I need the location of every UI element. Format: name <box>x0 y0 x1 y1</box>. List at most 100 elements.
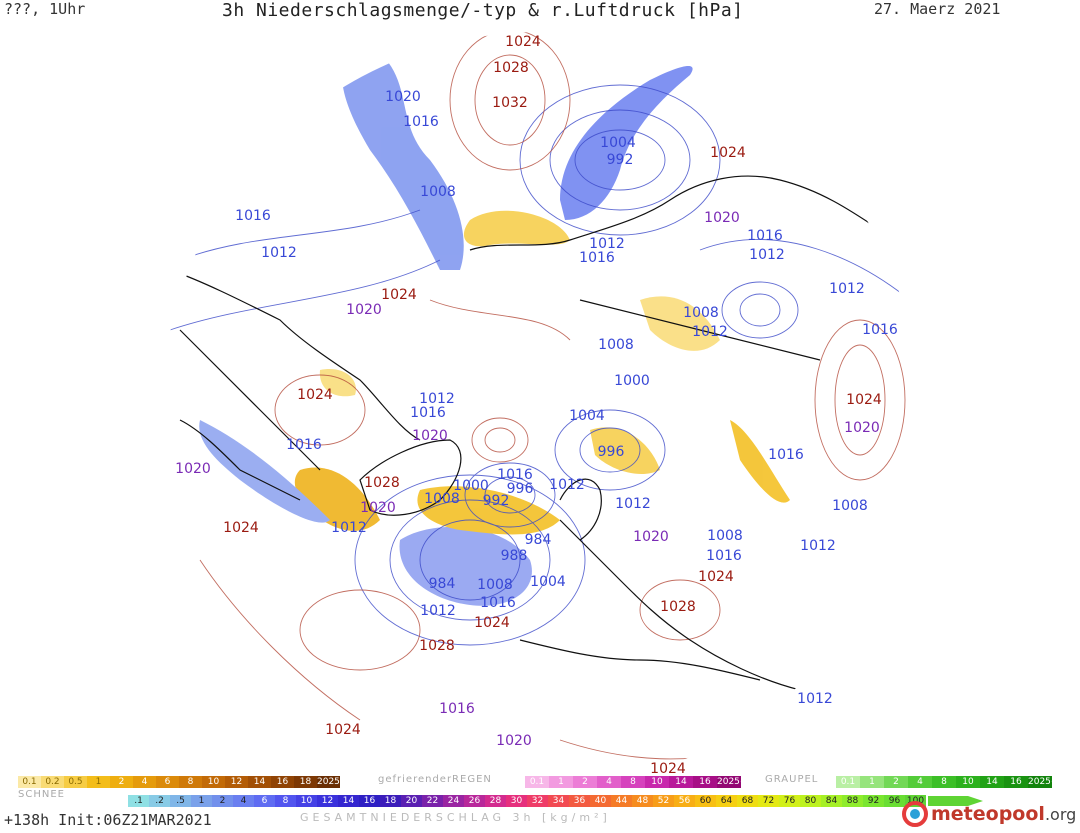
legend-swatch: 0.1 <box>836 776 860 788</box>
pressure-label-high: 1024 <box>505 34 541 50</box>
pressure-label-low: 1008 <box>420 184 456 200</box>
legend-swatch: 84 <box>821 795 842 807</box>
pressure-label-low: 1012 <box>420 603 456 619</box>
legend-swatch: 18 <box>380 795 401 807</box>
pressure-label-low: 1012 <box>419 391 455 407</box>
legend-swatch: 2025+ <box>717 776 741 788</box>
legend-swatch: 1 <box>549 776 573 788</box>
pressure-label-high: 1024 <box>698 569 734 585</box>
pressure-label-high: 1024 <box>474 615 510 631</box>
logo-main: meteopool <box>931 803 1045 825</box>
pressure-label-low: 1012 <box>797 691 833 707</box>
legend-swatch: 80 <box>800 795 821 807</box>
legend-swatch: .1 <box>128 795 149 807</box>
pressure-label-low: 1008 <box>424 491 460 507</box>
meteopool-logo[interactable]: meteopool.org <box>902 801 1076 827</box>
legend-swatch: .2 <box>149 795 170 807</box>
pressure-label-high: 1024 <box>223 520 259 536</box>
valid-date: 27. Maerz 2021 <box>874 0 1001 18</box>
total-precip-legend: .1.2.5 1 2 4 6 8 10 12 14 16 18 20 22 24 26 28 30 32 34 36 4… <box>128 795 926 807</box>
pressure-label-low: 988 <box>501 548 528 564</box>
legend-swatch: 12 <box>225 776 248 788</box>
pressure-label-mid: 1020 <box>360 500 396 516</box>
precip-pacific-band <box>341 40 464 270</box>
legend-swatch: 28 <box>485 795 506 807</box>
pressure-label-high: 1024 <box>710 145 746 161</box>
legend-swatch: 4 <box>233 795 254 807</box>
coast-alaska <box>179 419 301 501</box>
pressure-label-low: 1012 <box>331 520 367 536</box>
legend-swatch: 0.2 <box>41 776 64 788</box>
legend-swatch: 1 <box>87 776 110 788</box>
pressure-label-low: 996 <box>598 444 625 460</box>
legend-swatch: 68 <box>737 795 758 807</box>
pressure-label-low: 1012 <box>800 538 836 554</box>
pressure-label-low: 1016 <box>410 405 446 421</box>
legend-swatch: 48 <box>632 795 653 807</box>
meteopool-logo-icon <box>902 801 928 827</box>
freezing-rain-legend-title: gefrierenderREGEN <box>378 774 492 785</box>
precip-layer <box>199 40 790 606</box>
legend-swatch: 10 <box>296 795 317 807</box>
legend-swatch: 20 <box>401 795 422 807</box>
pressure-label-low: 1016 <box>403 114 439 130</box>
precip-europe-yellow <box>590 427 660 475</box>
pressure-label-high: 1028 <box>493 60 529 76</box>
pressure-label-high: 1028 <box>419 638 455 654</box>
meteopool-logo-text: meteopool.org <box>931 803 1076 825</box>
pressure-label-low: 984 <box>429 576 456 592</box>
legend-swatch: 32 <box>527 795 548 807</box>
legend-swatch: 10 <box>956 776 980 788</box>
legend-swatch: 4 <box>133 776 156 788</box>
legend-swatch: 76 <box>779 795 800 807</box>
legend-swatch: 4 <box>908 776 932 788</box>
pressure-label-high: 1028 <box>660 599 696 615</box>
legend-swatch: 2025+ <box>317 776 340 788</box>
pressure-label-low: 1012 <box>692 324 728 340</box>
pressure-label-low: 1016 <box>579 250 615 266</box>
legend-swatch: 60 <box>695 795 716 807</box>
legend-swatch: 8 <box>932 776 956 788</box>
legend-swatch: 14 <box>669 776 693 788</box>
legend-swatch: 44 <box>611 795 632 807</box>
pressure-label-low: 992 <box>483 493 510 509</box>
pressure-label-high: 1032 <box>492 95 528 111</box>
legend-swatch: 1 <box>191 795 212 807</box>
pressure-label-mid: 1020 <box>175 461 211 477</box>
pressure-label-low: 1012 <box>549 477 585 493</box>
legend-swatch: 8 <box>179 776 202 788</box>
pressure-label-low: 1016 <box>497 467 533 483</box>
legend-swatch: 14 <box>248 776 271 788</box>
pressure-label-low: 1016 <box>286 437 322 453</box>
pressure-label-mid: 1016 <box>439 701 475 717</box>
legend-swatch: 12 <box>317 795 338 807</box>
pressure-label-low: 1016 <box>480 595 516 611</box>
legend-swatch: 16 <box>271 776 294 788</box>
pressure-label-low: 1016 <box>862 322 898 338</box>
precip-siberia-yellow <box>640 296 720 351</box>
coast-greenland <box>359 439 462 516</box>
precip-alaska <box>199 420 330 523</box>
coast-asia-east <box>469 175 881 251</box>
legend-swatch: 16 <box>1004 776 1028 788</box>
legend-swatch: 52 <box>653 795 674 807</box>
coast-europe <box>559 519 801 691</box>
pressure-label-mid: 1020 <box>844 420 880 436</box>
legend-swatch: 2 <box>884 776 908 788</box>
legend-swatch: 2 <box>212 795 233 807</box>
legend-swatch: 6 <box>254 795 275 807</box>
pressure-label-mid: 1020 <box>704 210 740 226</box>
pressure-label-high: 1024 <box>325 722 361 738</box>
legend-swatch: 18 <box>294 776 317 788</box>
pressure-label-low: 1016 <box>235 208 271 224</box>
map-title: 3h Niederschlagsmenge/-typ & r.Luftdruck… <box>222 0 744 21</box>
pressure-label-high: 1028 <box>364 475 400 491</box>
legend-swatch: 6 <box>156 776 179 788</box>
legend-swatch: 22 <box>422 795 443 807</box>
legend-swatch: 14 <box>338 795 359 807</box>
legend-swatch: 8 <box>621 776 645 788</box>
legend-swatch: 2025+ <box>1028 776 1052 788</box>
pressure-label-low: 1008 <box>683 305 719 321</box>
legend-swatch: .5 <box>170 795 191 807</box>
